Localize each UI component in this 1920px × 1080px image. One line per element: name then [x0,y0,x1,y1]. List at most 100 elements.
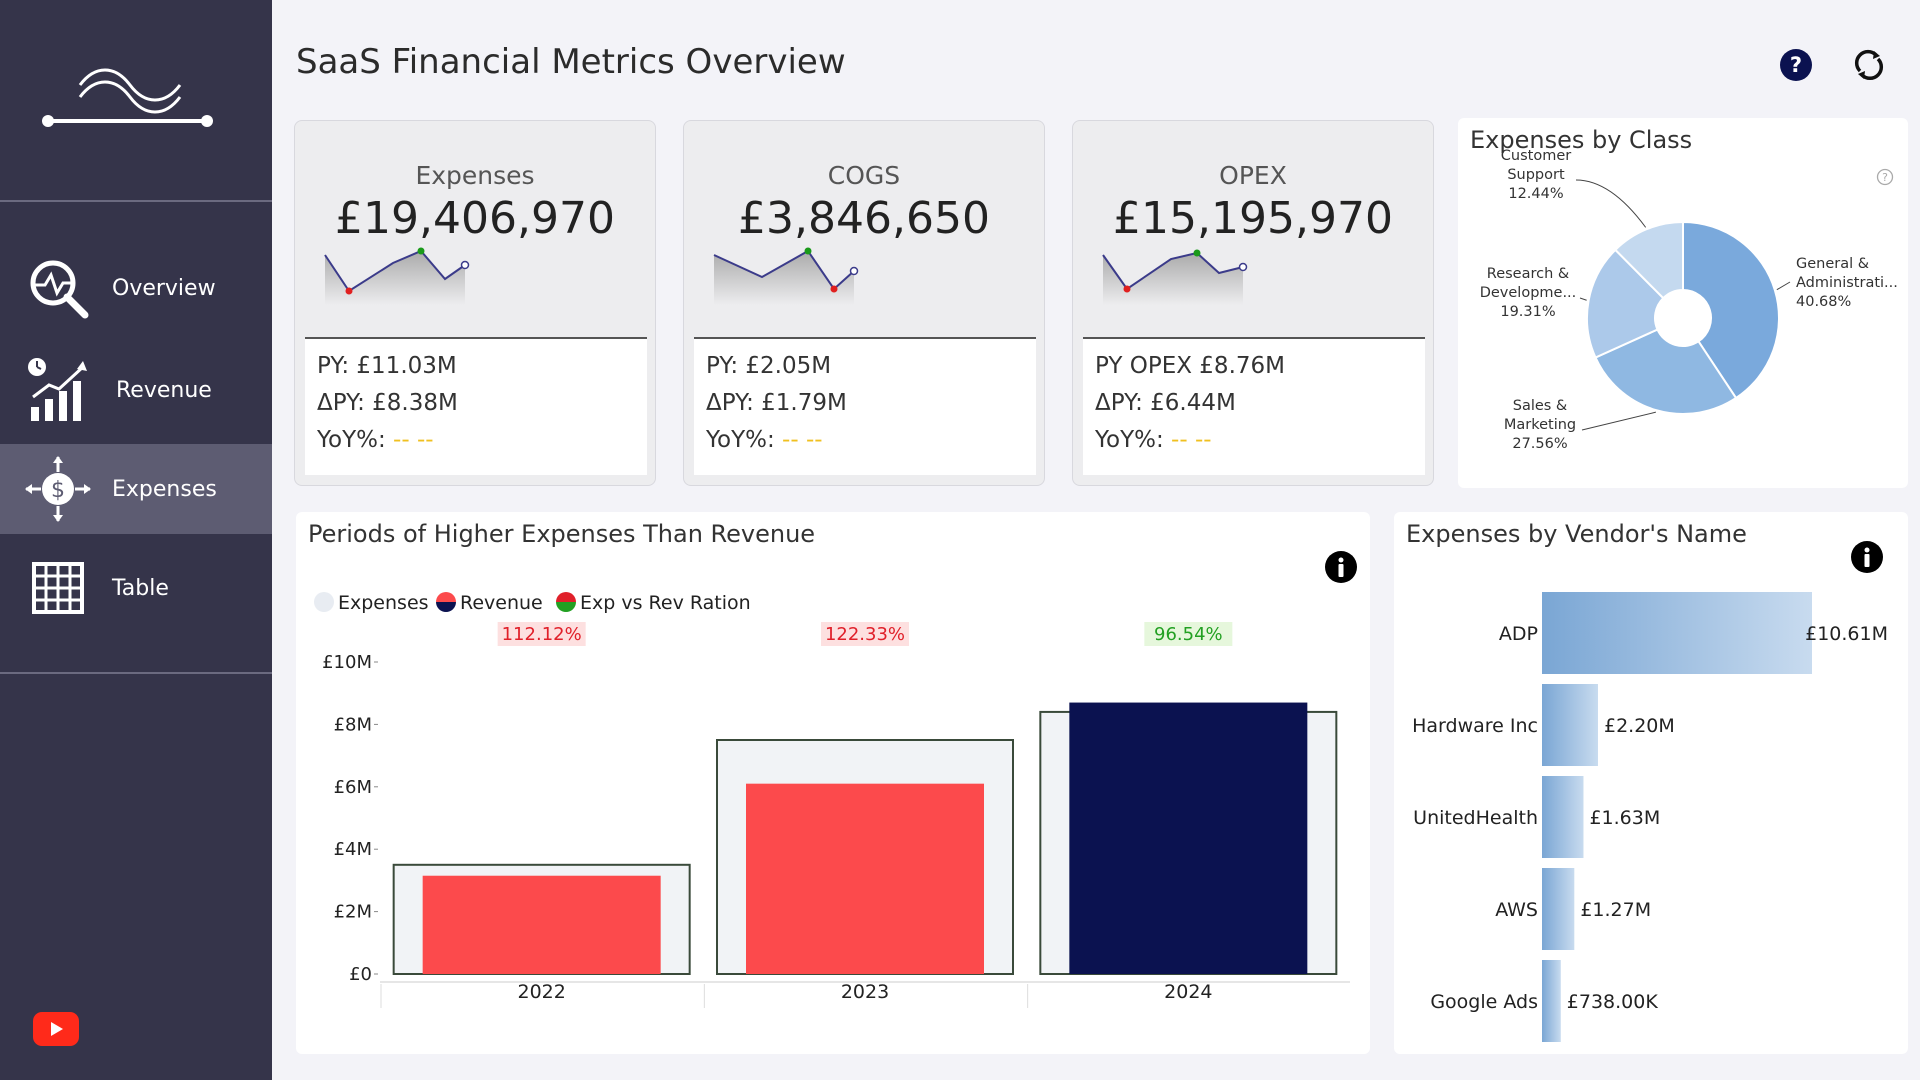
legend-item: Expenses [314,592,429,614]
kpi-title: OPEX [1219,161,1287,190]
legend-swatch-bottom [436,602,456,612]
donut-label: Customer [1501,148,1571,164]
panel-title: Expenses by Class [1470,126,1693,154]
kpi-yoy-label: YoY%: [706,427,775,453]
page-title: SaaS Financial Metrics Overview [296,42,846,82]
donut-label: Support [1507,167,1565,183]
x-tick-label: 2023 [841,981,889,1003]
help-icon[interactable]: ? [1779,48,1813,82]
info-icon[interactable]: ? [1876,168,1894,186]
donut-slice [1613,220,1684,300]
vendor-value-label: £1.27M [1580,899,1651,921]
ratio-label: 96.54% [1154,624,1223,645]
donut-leader-line [1575,179,1647,228]
kpi-yoy-label: YoY%: [317,427,386,453]
kpi-value: £15,195,970 [1113,193,1393,244]
vendor-value-label: £738.00K [1567,991,1659,1013]
donut-label-group: Sales & Marketing 27.56% [1504,398,1576,452]
donut-chart: General & Administrati... 40.68% Sales & Mar… [1480,148,1898,452]
ratio-label-group: 122.33% [821,622,909,646]
vendor-bar [1542,592,1812,674]
kpi-delta: ΔPY: £6.44M [1095,390,1236,416]
donut-label: General & [1796,256,1869,272]
kpi-yoy-value: -- -- [1171,427,1212,453]
sidebar: Overview Revenue $ [0,0,272,1080]
periods-chart-panel: Periods of Higher Expenses Than Revenue … [296,512,1370,1054]
kpi-title: Expenses [415,161,535,190]
sidebar-item-label: Expenses [112,476,217,502]
legend-swatch-bottom [314,602,334,612]
sidebar-item-table[interactable]: Table [0,543,272,633]
ratio-label-bg [497,622,586,646]
vendor-label: UnitedHealth [1413,807,1538,829]
ratio-label: 122.33% [825,624,905,645]
ratio-label-group: 112.12% [497,622,586,646]
kpi-value: £3,846,650 [738,193,990,244]
panel-title: Periods of Higher Expenses Than Revenue [308,520,816,548]
donut-leader-line [1776,281,1791,291]
svg-text:$: $ [51,478,65,503]
y-tick-label: £2M [334,902,372,923]
panel-title: Expenses by Vendor's Name [1406,520,1747,548]
donut-slice [1594,328,1738,415]
kpi-details: PY: £11.03M ΔPY: £8.38M YoY%: -- -- [305,337,647,475]
kpi-delta: ΔPY: £8.38M [317,390,458,416]
revenue-growth-chart-icon [18,350,98,430]
legend-item: Revenue [436,592,543,614]
vendor-bar [1542,684,1598,766]
sidebar-divider [0,672,272,674]
y-tick-label: £0 [349,964,372,985]
y-tick-label: £4M [334,839,372,860]
vendor-chart-panel: Expenses by Vendor's Name ADP £10.61M Hard… [1394,512,1908,1054]
bar-chart: Expenses Revenue Exp vs Rev Ration £0 £2M £4M… [314,592,1350,1008]
table-grid-icon [18,548,98,628]
sidebar-item-overview[interactable]: Overview [0,243,272,333]
kpi-yoy-label: YoY%: [1095,427,1164,453]
kpi-card-cogs: COGS £3,846,650 PY: £2.05M ΔPY: £1.79M Y… [683,120,1045,486]
donut-label-group: Research & Developme... 19.31% [1480,266,1577,320]
legend-swatch-top [314,592,334,602]
kpi-card-opex: OPEX £15,195,970 PY OPEX £8.76M ΔPY: £6.… [1072,120,1434,486]
donut-label-group: General & Administrati... 40.68% [1796,256,1898,310]
youtube-icon[interactable] [33,1012,79,1046]
donut-value-label: 19.31% [1500,304,1555,320]
legend-swatch-bottom [556,602,576,612]
sidebar-item-expenses[interactable]: $ Expenses [0,444,272,534]
donut-label-group: Customer Support 12.44% [1501,148,1571,202]
info-icon[interactable] [1324,550,1358,584]
donut-label: Research & [1487,266,1569,282]
kpi-sparkline [1102,249,1248,305]
kpi-yoy-value: -- -- [782,427,823,453]
vendor-label: Hardware Inc [1412,715,1538,737]
x-tick-label: 2024 [1164,981,1212,1003]
vendor-value-label: £2.20M [1604,715,1675,737]
y-tick-label: £8M [334,714,372,735]
vendor-label: AWS [1495,899,1538,921]
vendor-bar [1542,776,1584,858]
svg-text:?: ? [1790,53,1802,77]
vendor-bar [1542,868,1575,950]
vendor-label: ADP [1499,623,1538,645]
vendor-label: Google Ads [1430,991,1538,1013]
y-tick-label: £10M [322,652,372,673]
sidebar-divider [0,200,272,202]
kpi-card-expenses: Expenses £19,406,970 PY: £11.03M ΔPY: £8… [294,120,656,486]
kpi-yoy-value: -- -- [393,427,434,453]
donut-label: Sales & [1513,398,1568,414]
sidebar-item-label: Overview [112,275,216,301]
kpi-title: COGS [827,161,901,190]
kpi-py: PY OPEX £8.76M [1095,353,1285,379]
kpi-details: PY OPEX £8.76M ΔPY: £6.44M YoY%: -- -- [1083,337,1425,475]
overview-search-chart-icon [18,248,98,328]
kpi-value: £19,406,970 [335,193,615,244]
refresh-icon[interactable] [1852,48,1886,82]
y-tick-label: £6M [334,777,372,798]
ratio-label: 112.12% [502,624,582,645]
ratio-label-bg [821,622,909,646]
kpi-delta: ΔPY: £1.79M [706,390,847,416]
donut-value-label: 40.68% [1796,294,1851,310]
sidebar-item-revenue[interactable]: Revenue [0,345,272,435]
revenue-bar [1069,702,1308,974]
info-icon[interactable] [1850,540,1884,574]
donut-slice [1586,248,1665,359]
